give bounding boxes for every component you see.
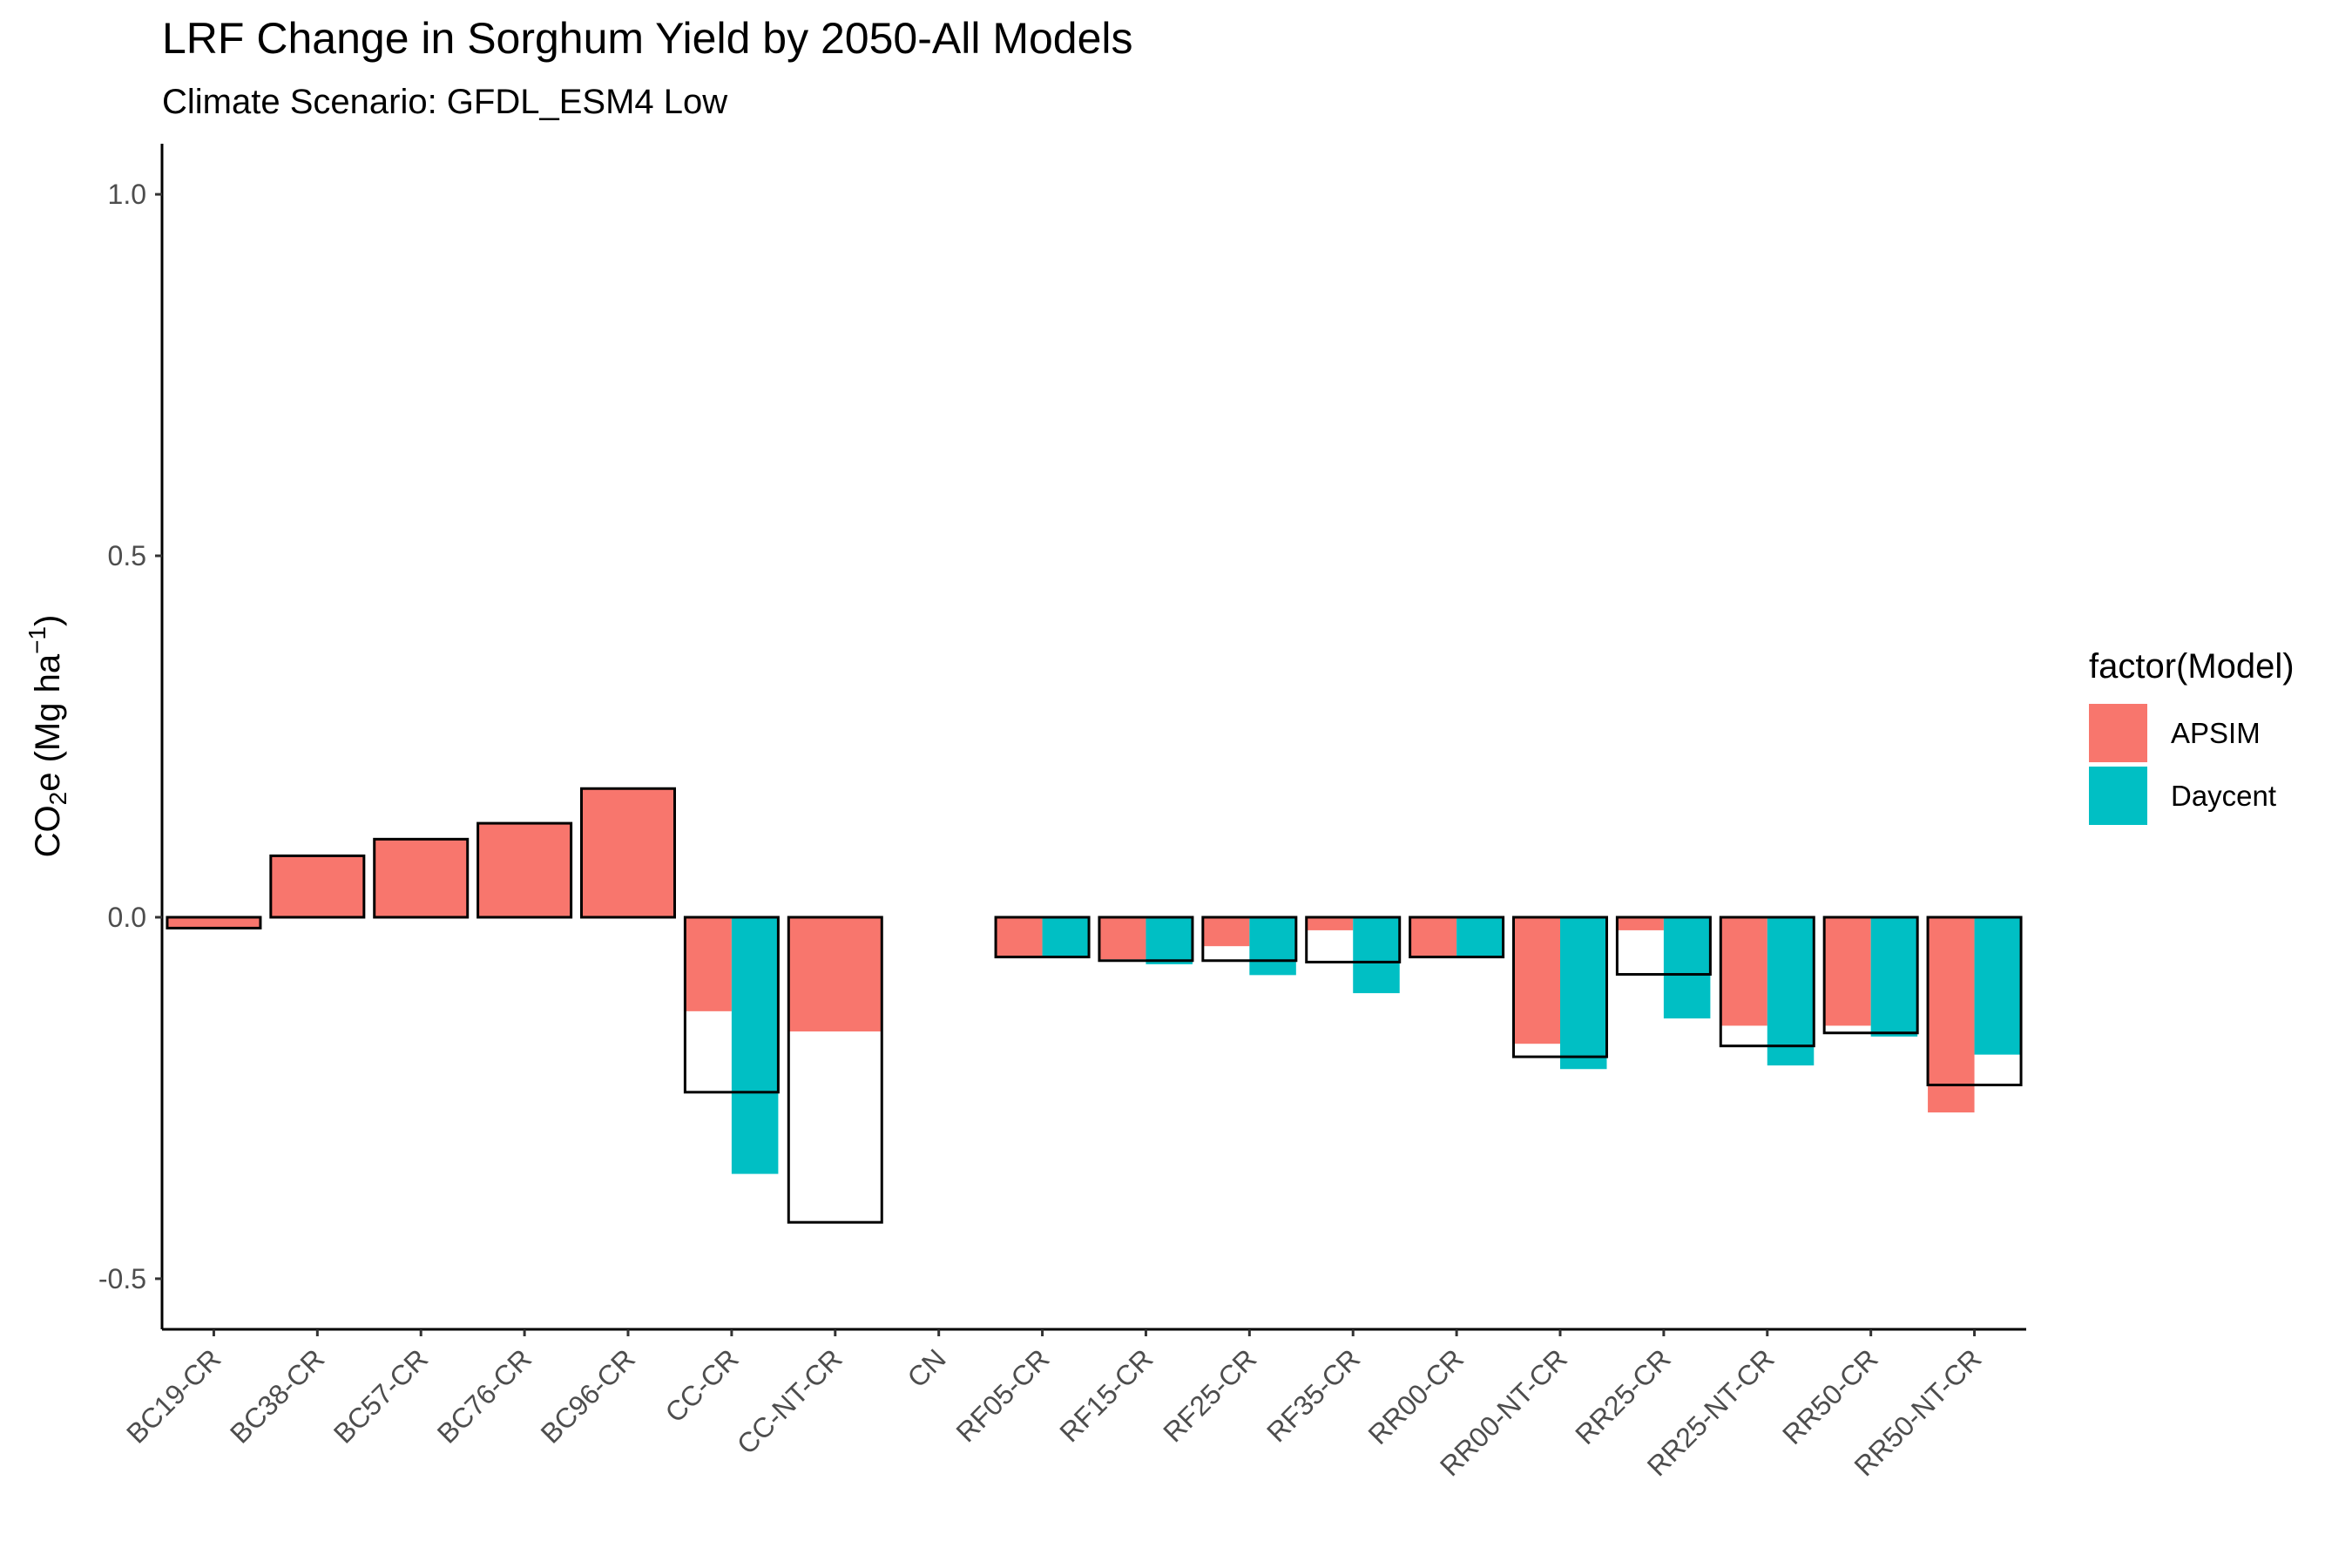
mean-outline-rf15-cr (1098, 916, 1194, 963)
x-tick-label: BC38-CR (224, 1342, 330, 1449)
mean-outline-bc76-cr (476, 821, 573, 919)
legend-items: APSIM Daycent (2089, 704, 2276, 825)
x-tick-label: BC96-CR (535, 1342, 641, 1449)
bar-daycent-rr25-cr (1663, 916, 1711, 1019)
y-tick-label: 0.5 (108, 540, 146, 571)
bar-daycent-rf25-cr (1249, 916, 1296, 976)
bar-daycent-rf35-cr (1353, 916, 1400, 994)
bar-apsim-rr00-nt-cr (1513, 916, 1560, 1044)
mean-outline-layer (166, 787, 2023, 1224)
x-tick-label: RR25-CR (1569, 1342, 1677, 1450)
legend-label-daycent: Daycent (2171, 780, 2276, 812)
y-axis-ticks: -0.5 0.0 0.5 1.0 (98, 179, 162, 1294)
bar-daycent-rf05-cr (1042, 916, 1090, 957)
bar-apsim-rf05-cr (996, 916, 1043, 957)
y-axis-title: CO2e (Mg ha−1) (24, 615, 71, 858)
x-tick-label: RF25-CR (1157, 1342, 1262, 1448)
mean-outline-rr00-cr (1409, 916, 1505, 959)
chart-title: LRF Change in Sorghum Yield by 2050-All … (162, 14, 1133, 63)
mean-outline-rf25-cr (1201, 916, 1298, 963)
mean-outline-rr50-cr (1822, 916, 1919, 1035)
bar-daycent-rr00-cr (1456, 916, 1504, 957)
x-tick-label: BC19-CR (120, 1342, 226, 1449)
y-tick-label: 0.0 (108, 902, 146, 933)
legend-label-apsim: APSIM (2171, 717, 2261, 749)
mean-outline-bc19-cr (166, 916, 262, 929)
y-tick-label: 1.0 (108, 179, 146, 210)
bar-daycent-rr00-nt-cr (1560, 916, 1607, 1070)
x-tick-label: CC-NT-CR (731, 1342, 848, 1460)
x-tick-label: BC57-CR (328, 1342, 434, 1449)
bar-apsim-rr00-cr (1409, 916, 1457, 957)
bar-apsim-bc19-cr (166, 916, 260, 929)
y-tick-label: -0.5 (98, 1263, 146, 1294)
bar-daycent-rr50-nt-cr (1974, 916, 2022, 1055)
mean-outline-rr00-nt-cr (1512, 916, 1608, 1058)
bar-apsim-bc76-cr (477, 823, 571, 917)
bar-apsim-rr50-nt-cr (1928, 916, 1975, 1113)
mean-outline-bc38-cr (269, 854, 366, 919)
bar-daycent-rr50-cr (1870, 916, 1918, 1037)
x-tick-label: RR50-CR (1776, 1342, 1884, 1450)
bars-layer (166, 788, 2022, 1174)
mean-outline-bc57-cr (373, 837, 470, 919)
x-tick-label: CN (901, 1342, 951, 1393)
x-tick-label: BC76-CR (431, 1342, 537, 1449)
bar-daycent-rf15-cr (1146, 916, 1193, 964)
x-tick-label: CC-CR (659, 1342, 744, 1428)
bar-apsim-rr25-cr (1617, 916, 1664, 930)
bar-apsim-rf15-cr (1098, 916, 1146, 960)
bar-apsim-rf25-cr (1202, 916, 1250, 947)
legend-title: factor(Model) (2089, 647, 2295, 686)
bar-apsim-rf35-cr (1306, 916, 1354, 930)
bar-apsim-bc38-cr (270, 855, 364, 917)
bar-apsim-cc-cr (685, 916, 732, 1011)
mean-outline-cc-nt-cr (787, 916, 883, 1224)
bar-apsim-cc-nt-cr (788, 916, 882, 1032)
x-tick-label: RF35-CR (1260, 1342, 1366, 1448)
chart-subtitle: Climate Scenario: GFDL_ESM4 Low (162, 83, 727, 121)
mean-outline-cc-cr (683, 916, 780, 1094)
legend-swatch-daycent (2089, 767, 2147, 825)
bar-daycent-rr25-nt-cr (1767, 916, 1815, 1066)
mean-outline-rf35-cr (1305, 916, 1402, 963)
bar-apsim-rr25-nt-cr (1720, 916, 1767, 1026)
mean-outline-rf05-cr (994, 916, 1091, 959)
mean-outline-rr50-nt-cr (1926, 916, 2023, 1087)
mean-outline-rr25-cr (1615, 916, 1712, 977)
mean-outline-rr25-nt-cr (1719, 916, 1815, 1048)
legend: factor(Model) APSIM Daycent (2089, 647, 2295, 825)
bar-daycent-cc-cr (731, 916, 779, 1174)
bar-apsim-bc96-cr (581, 788, 675, 917)
legend-swatch-apsim (2089, 704, 2147, 762)
x-tick-label: RF05-CR (950, 1342, 1056, 1448)
x-tick-label: RR00-CR (1362, 1342, 1470, 1450)
mean-outline-bc96-cr (580, 787, 676, 919)
x-tick-label: RF15-CR (1053, 1342, 1159, 1448)
bar-apsim-bc57-cr (374, 839, 468, 917)
bar-apsim-rr50-cr (1824, 916, 1871, 1026)
